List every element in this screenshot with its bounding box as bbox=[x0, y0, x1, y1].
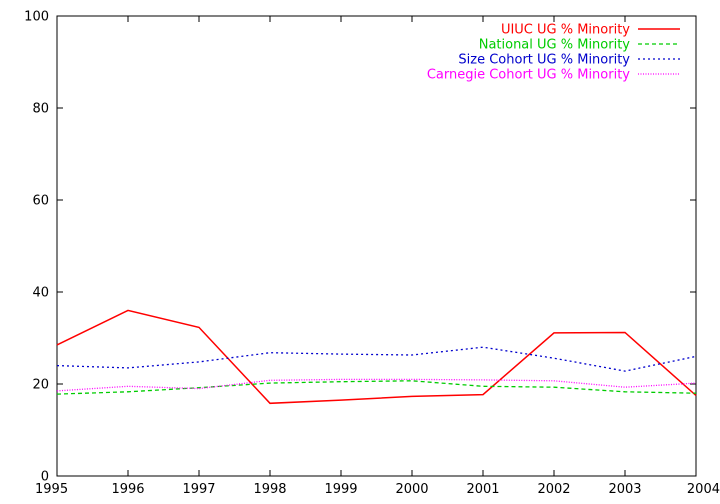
series-line bbox=[56, 346, 697, 372]
series-line bbox=[56, 380, 697, 395]
y-axis: 0 20 40 60 80 100 bbox=[24, 10, 696, 485]
y-tick-label: 40 bbox=[32, 286, 49, 301]
legend-label: National UG % Minority bbox=[479, 38, 631, 53]
series-line bbox=[56, 309, 697, 405]
series-line bbox=[56, 378, 697, 392]
y-tick-label: 20 bbox=[32, 378, 49, 393]
x-tick-label: 2002 bbox=[537, 482, 570, 497]
y-tick-label: 0 bbox=[41, 470, 49, 485]
x-tick-label: 1998 bbox=[253, 482, 286, 497]
x-tick-label: 2004 bbox=[687, 482, 720, 497]
x-tick-label: 2001 bbox=[466, 482, 499, 497]
x-tick-label: 2000 bbox=[395, 482, 428, 497]
x-tick-label: 1996 bbox=[111, 482, 144, 497]
y-tick-label: 100 bbox=[24, 10, 49, 25]
x-tick-label: 1995 bbox=[35, 482, 68, 497]
x-tick-label: 2003 bbox=[608, 482, 641, 497]
x-tick-label: 1999 bbox=[324, 482, 357, 497]
legend-label: Carnegie Cohort UG % Minority bbox=[427, 68, 630, 83]
x-axis: 1995 1996 1997 1998 1999 2000 2001 2002 2003 2004 bbox=[35, 16, 720, 497]
legend-label: UIUC UG % Minority bbox=[501, 23, 630, 38]
y-tick-label: 60 bbox=[32, 194, 49, 209]
legend-label: Size Cohort UG % Minority bbox=[458, 53, 630, 68]
series-lines bbox=[56, 309, 697, 405]
y-tick-label: 80 bbox=[32, 102, 49, 117]
x-tick-label: 1997 bbox=[182, 482, 215, 497]
plot-frame bbox=[56, 15, 697, 477]
